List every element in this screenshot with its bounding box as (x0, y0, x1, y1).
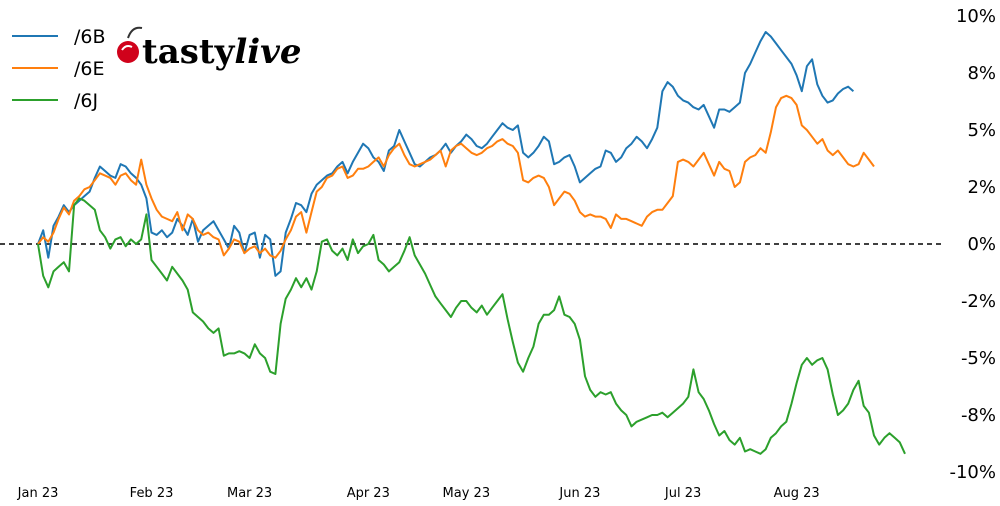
y-tick-label: 0% (967, 234, 996, 255)
x-tick-label: Jan 23 (17, 486, 59, 501)
x-axis-ticks: Jan 23 Feb 23 Mar 23 Apr 23 May 23 Jun 23 Jul … (17, 486, 820, 501)
series-line-6j (37, 197, 906, 455)
y-tick-label: 8% (967, 63, 996, 84)
legend-label: /6B (74, 26, 106, 48)
x-tick-label: Aug 23 (774, 486, 820, 501)
y-tick-label: -8% (961, 405, 996, 426)
x-tick-label: Feb 23 (130, 486, 174, 501)
x-tick-label: Jun 23 (558, 486, 600, 501)
y-tick-label: 10% (956, 6, 996, 27)
y-tick-label: 2% (967, 177, 996, 198)
series-line-6e (37, 94, 875, 259)
cherry-icon (117, 26, 143, 63)
y-tick-label: 5% (967, 120, 996, 141)
brand-name-part2: live (234, 32, 301, 72)
brand-name: tastylive (142, 32, 302, 72)
legend: /6B/6E/6J (12, 26, 106, 112)
series-layer (37, 31, 906, 455)
legend-label: /6E (74, 58, 105, 80)
x-tick-label: Jul 23 (664, 486, 701, 501)
y-tick-label: -5% (961, 348, 996, 369)
x-tick-label: Mar 23 (227, 486, 272, 501)
y-axis-ticks: 10% 8% 5% 2% 0% -2% -5% -8% -10% (949, 6, 996, 483)
series-line-6b (37, 31, 855, 277)
legend-label: /6J (74, 90, 98, 112)
x-tick-label: May 23 (443, 486, 491, 501)
y-tick-label: -2% (961, 291, 996, 312)
y-tick-label: -10% (949, 462, 996, 483)
x-tick-label: Apr 23 (347, 486, 390, 501)
brand-logo: tastylive (117, 26, 302, 72)
brand-name-part1: tasty (142, 32, 236, 72)
